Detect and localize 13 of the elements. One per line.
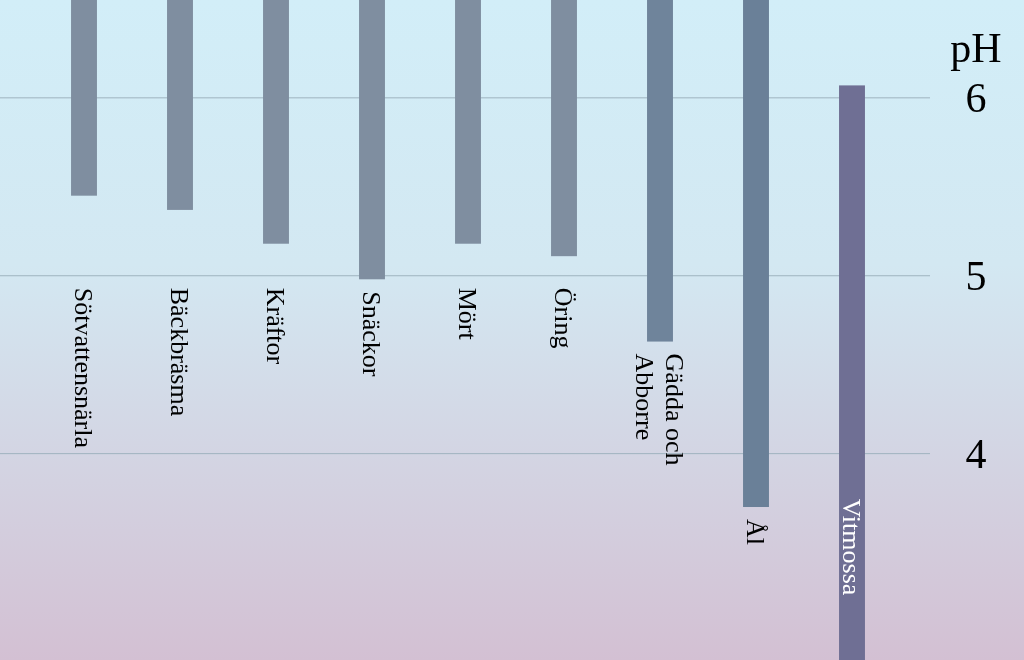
x-tick-label: Kräftor xyxy=(261,287,290,365)
x-tick-label: Öring xyxy=(549,287,578,349)
x-tick-label: Gädda och Abborre xyxy=(630,353,689,466)
x-tick-label: Snäckor xyxy=(357,291,386,377)
y-tick-label: 5 xyxy=(965,252,987,299)
y-tick-label: 6 xyxy=(965,74,987,121)
x-tick-label: Mört xyxy=(453,287,482,341)
x-tick-label: Vitmossa xyxy=(837,498,866,596)
x-tick-label: Ål xyxy=(741,519,770,546)
x-tick-label: Bäckbräsma xyxy=(165,287,194,417)
y-tick-label: 4 xyxy=(965,430,987,477)
y-axis-title: pH xyxy=(950,25,1002,71)
x-tick-label: Sötvattensnärla xyxy=(69,287,98,449)
